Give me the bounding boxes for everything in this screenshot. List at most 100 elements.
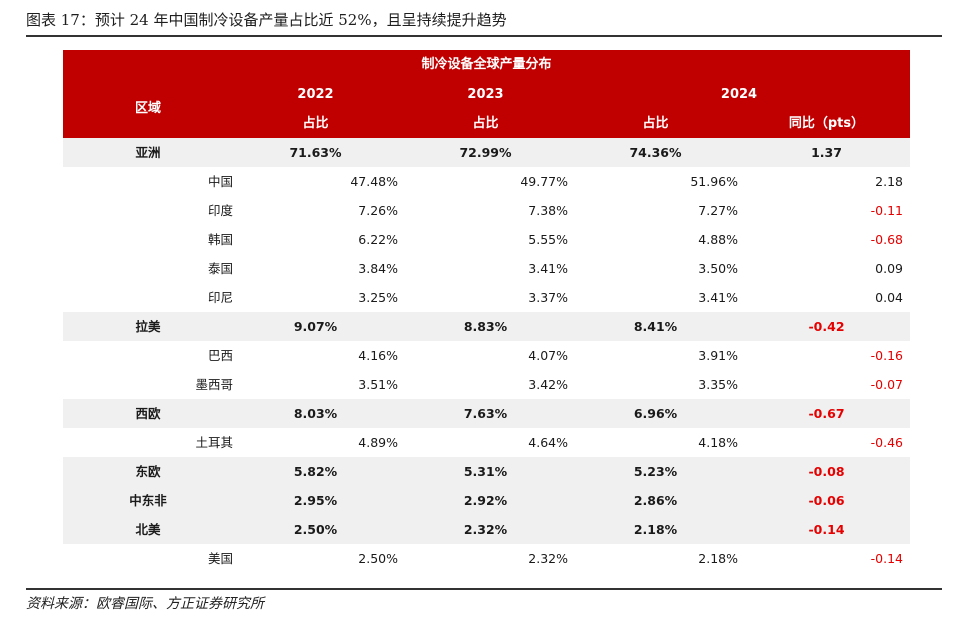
share-2024-cell: 74.36% xyxy=(629,145,682,160)
share-2024-cell: 8.41% xyxy=(633,319,678,334)
share-2024-cell: 3.35% xyxy=(698,377,738,392)
row-name-cell: 拉美 xyxy=(135,319,161,334)
row-name-cell: 北美 xyxy=(135,522,161,537)
region-row: 北美 2.50% 2.32% 2.18% -0.14 xyxy=(63,515,910,544)
share-2024-cell: 51.96% xyxy=(690,174,738,189)
yoy-change-cell: 0.04 xyxy=(875,290,903,305)
row-name-cell: 印度 xyxy=(207,203,233,218)
yoy-change-cell: -0.42 xyxy=(808,319,845,334)
figure-title: 图表 17：预计 24 年中国制冷设备产量占比近 52%，且呈持续提升趋势 xyxy=(26,11,507,29)
share-2022-cell: 6.22% xyxy=(358,232,398,247)
share-2023-cell: 3.37% xyxy=(528,290,568,305)
row-name-cell: 中东非 xyxy=(129,493,167,508)
header-year-2023: 2023 xyxy=(467,87,504,102)
share-2022-cell: 3.25% xyxy=(358,290,398,305)
header-share-2023: 占比 xyxy=(472,116,499,131)
share-2022-cell: 7.26% xyxy=(358,203,398,218)
share-2023-cell: 72.99% xyxy=(459,145,512,160)
share-2024-cell: 2.86% xyxy=(633,493,678,508)
share-2024-cell: 4.18% xyxy=(698,435,738,450)
country-row: 印尼 3.25% 3.37% 3.41% 0.04 xyxy=(63,283,910,312)
country-row: 巴西 4.16% 4.07% 3.91% -0.16 xyxy=(63,341,910,370)
row-name-cell: 土耳其 xyxy=(195,435,233,450)
share-2023-cell: 3.41% xyxy=(528,261,568,276)
row-name-cell: 巴西 xyxy=(207,348,233,363)
country-row: 中国 47.48% 49.77% 51.96% 2.18 xyxy=(63,167,910,196)
share-2023-cell: 2.92% xyxy=(463,493,508,508)
header-caption: 制冷设备全球产量分布 xyxy=(421,57,552,72)
share-2024-cell: 3.50% xyxy=(698,261,738,276)
row-name-cell: 韩国 xyxy=(207,232,233,247)
share-2024-cell: 6.96% xyxy=(633,406,678,421)
share-2024-cell: 4.88% xyxy=(698,232,738,247)
share-2024-cell: 5.23% xyxy=(633,464,678,479)
yoy-change-cell: 2.18 xyxy=(875,174,903,189)
region-row: 拉美 9.07% 8.83% 8.41% -0.42 xyxy=(63,312,910,341)
share-2024-cell: 7.27% xyxy=(698,203,738,218)
row-name-cell: 中国 xyxy=(207,174,233,189)
share-2023-cell: 49.77% xyxy=(520,174,568,189)
share-2023-cell: 7.63% xyxy=(463,406,508,421)
yoy-change-cell: -0.16 xyxy=(870,348,903,363)
share-2022-cell: 71.63% xyxy=(289,145,342,160)
table-header: 制冷设备全球产量分布 区域 2022 2023 2024 占比 占比 占比 同比… xyxy=(63,50,910,138)
share-2024-cell: 3.91% xyxy=(698,348,738,363)
yoy-change-cell: -0.08 xyxy=(808,464,845,479)
share-2022-cell: 4.16% xyxy=(358,348,398,363)
share-2023-cell: 5.55% xyxy=(528,232,568,247)
table-body: 亚洲 71.63% 72.99% 74.36% 1.37 中国 47.48% 49.77% 51… xyxy=(63,138,910,573)
share-2024-cell: 3.41% xyxy=(698,290,738,305)
yoy-change-cell: -0.67 xyxy=(808,406,845,421)
share-2022-cell: 9.07% xyxy=(293,319,338,334)
country-row: 墨西哥 3.51% 3.42% 3.35% -0.07 xyxy=(63,370,910,399)
header-year-2024: 2024 xyxy=(720,87,758,102)
yoy-change-cell: -0.06 xyxy=(808,493,845,508)
share-2022-cell: 2.95% xyxy=(293,493,338,508)
share-2022-cell: 47.48% xyxy=(350,174,398,189)
yoy-change-cell: -0.11 xyxy=(870,203,903,218)
share-2023-cell: 4.07% xyxy=(528,348,568,363)
share-2023-cell: 2.32% xyxy=(463,522,508,537)
yoy-change-cell: 0.09 xyxy=(875,261,903,276)
row-name-cell: 东欧 xyxy=(135,464,161,479)
region-row: 亚洲 71.63% 72.99% 74.36% 1.37 xyxy=(63,138,910,167)
share-2023-cell: 5.31% xyxy=(463,464,508,479)
share-2023-cell: 3.42% xyxy=(528,377,568,392)
header-share-2024: 占比 xyxy=(642,116,669,131)
header-region-label: 区域 xyxy=(134,101,161,116)
source-note: 资料来源：欧睿国际、方正证券研究所 xyxy=(26,596,264,612)
share-2022-cell: 2.50% xyxy=(293,522,338,537)
top-rule xyxy=(26,35,942,37)
header-yoy-label: 同比（pts） xyxy=(788,116,865,131)
row-name-cell: 西欧 xyxy=(135,406,161,421)
country-row: 韩国 6.22% 5.55% 4.88% -0.68 xyxy=(63,225,910,254)
share-2023-cell: 4.64% xyxy=(528,435,568,450)
yoy-change-cell: -0.46 xyxy=(870,435,903,450)
country-row: 土耳其 4.89% 4.64% 4.18% -0.46 xyxy=(63,428,910,457)
share-2022-cell: 3.84% xyxy=(358,261,398,276)
row-name-cell: 泰国 xyxy=(207,261,233,276)
share-2022-cell: 3.51% xyxy=(358,377,398,392)
yoy-change-cell: -0.68 xyxy=(870,232,903,247)
share-2022-cell: 8.03% xyxy=(293,406,338,421)
share-2024-cell: 2.18% xyxy=(698,551,738,566)
share-2023-cell: 7.38% xyxy=(528,203,568,218)
share-2024-cell: 2.18% xyxy=(633,522,678,537)
region-row: 西欧 8.03% 7.63% 6.96% -0.67 xyxy=(63,399,910,428)
yoy-change-cell: 1.37 xyxy=(811,145,842,160)
production-share-table: 制冷设备全球产量分布 区域 2022 2023 2024 占比 占比 占比 同比… xyxy=(63,50,910,573)
share-2023-cell: 2.32% xyxy=(528,551,568,566)
yoy-change-cell: -0.07 xyxy=(870,377,903,392)
row-name-cell: 美国 xyxy=(207,551,233,566)
share-2022-cell: 4.89% xyxy=(358,435,398,450)
country-row: 美国 2.50% 2.32% 2.18% -0.14 xyxy=(63,544,910,573)
country-row: 泰国 3.84% 3.41% 3.50% 0.09 xyxy=(63,254,910,283)
row-name-cell: 墨西哥 xyxy=(195,377,233,392)
row-name-cell: 亚洲 xyxy=(135,145,161,160)
share-2022-cell: 2.50% xyxy=(358,551,398,566)
header-share-2022: 占比 xyxy=(302,116,329,131)
region-row: 东欧 5.82% 5.31% 5.23% -0.08 xyxy=(63,457,910,486)
bottom-rule xyxy=(26,588,942,590)
country-row: 印度 7.26% 7.38% 7.27% -0.11 xyxy=(63,196,910,225)
yoy-change-cell: -0.14 xyxy=(808,522,845,537)
